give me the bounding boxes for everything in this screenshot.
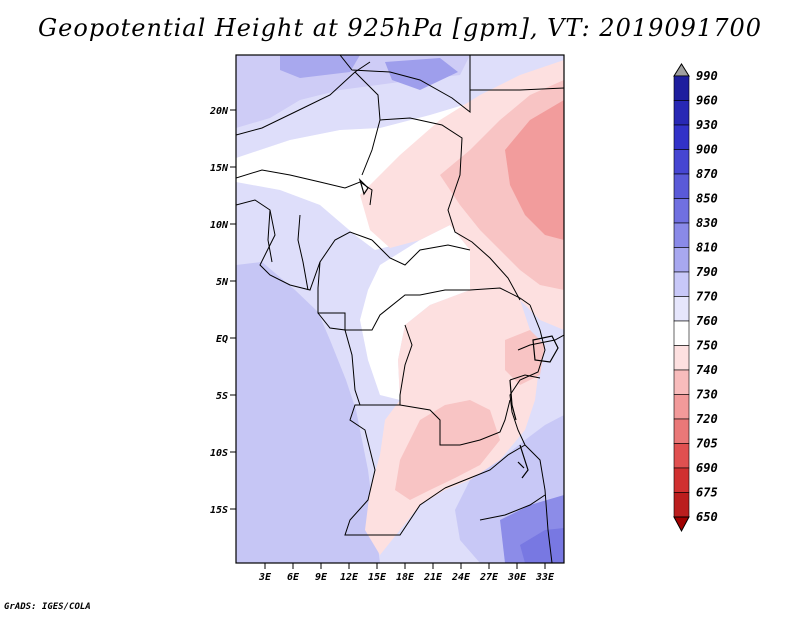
colorbar-swatch — [673, 271, 690, 297]
lat-tick-label: 15N — [210, 163, 229, 174]
colorbar-swatch — [673, 345, 690, 371]
colorbar-level-label: 770 — [696, 290, 718, 304]
colorbar-level-label: 730 — [696, 388, 718, 402]
colorbar-level-label: 810 — [696, 241, 718, 255]
colorbar-top-triangle — [673, 63, 690, 77]
lon-tick-label: 9E — [315, 572, 328, 583]
lat-tick-label: 20N — [209, 106, 229, 117]
lat-ticks: 20N 15N 10N 5N EQ 5S 10S 15S — [209, 106, 236, 516]
lon-tick-label: 33E — [535, 572, 555, 583]
lon-tick-label: 21E — [423, 572, 443, 583]
height-field — [236, 55, 564, 563]
colorbar-swatch — [673, 492, 690, 518]
colorbar-level-label: 850 — [696, 192, 718, 206]
colorbar-level-label: 650 — [696, 510, 718, 524]
footer-credit: GrADS: IGES/COLA — [4, 602, 91, 612]
colorbar-level-label: 960 — [696, 94, 718, 108]
country-borders — [236, 55, 564, 563]
colorbar-level-label: 990 — [696, 69, 718, 83]
lon-tick-label: 18E — [396, 572, 415, 583]
colorbar-swatch — [673, 247, 690, 273]
lon-tick-label: 24E — [451, 572, 471, 583]
colorbar-swatch — [673, 296, 690, 322]
colorbar-swatch — [673, 369, 690, 395]
colorbar-level-label: 740 — [696, 363, 718, 377]
colorbar-swatch — [673, 100, 690, 126]
colorbar-level-label: 690 — [696, 461, 718, 475]
lon-tick-label: 27E — [479, 572, 499, 583]
colorbar-swatch — [673, 198, 690, 224]
colorbar: 990 960 930 900 870 850 830 810 790 770 760 750 740 7… — [673, 63, 718, 533]
lat-tick-label: 15S — [210, 505, 228, 516]
colorbar-swatch — [673, 173, 690, 199]
lon-tick-label: 3E — [258, 572, 272, 583]
lon-tick-label: 12E — [340, 572, 359, 583]
colorbar-level-label: 720 — [696, 412, 718, 426]
colorbar-level-label: 930 — [696, 118, 718, 132]
colorbar-level-label: 705 — [696, 437, 718, 451]
colorbar-level-label: 675 — [696, 486, 718, 500]
colorbar-level-label: 900 — [696, 143, 718, 157]
map-frame — [235, 54, 565, 564]
colorbar-level-label: 790 — [696, 265, 718, 279]
colorbar-bottom-triangle — [673, 516, 690, 533]
colorbar-swatch — [673, 467, 690, 493]
lat-tick-label: 10N — [210, 220, 229, 231]
colorbar-level-label: 830 — [696, 216, 718, 230]
lon-ticks: 3E 6E 9E 12E 15E 18E 21E 24E 27E 30E 33E — [258, 563, 555, 583]
lat-tick-label: 5S — [216, 391, 228, 402]
colorbar-swatch — [673, 124, 690, 150]
lon-tick-label: 6E — [287, 572, 300, 583]
colorbar-swatch — [673, 149, 690, 175]
lat-tick-label: EQ — [216, 334, 228, 345]
chart-title: Geopotential Height at 925hPa [gpm], VT:… — [38, 14, 762, 42]
lon-tick-label: 15E — [368, 572, 387, 583]
colorbar-level-label: 750 — [696, 339, 718, 353]
lat-tick-label: 5N — [216, 277, 229, 288]
colorbar-level-label: 870 — [696, 167, 718, 181]
colorbar-swatch — [673, 443, 690, 469]
lat-tick-label: 10S — [210, 448, 228, 459]
lakes — [358, 177, 559, 479]
colorbar-swatch — [673, 394, 690, 420]
colorbar-swatch — [673, 320, 690, 346]
colorbar-swatch — [673, 418, 690, 444]
colorbar-swatch — [673, 75, 690, 101]
lon-tick-label: 30E — [507, 572, 527, 583]
colorbar-swatch — [673, 222, 690, 248]
colorbar-level-label: 760 — [696, 314, 718, 328]
